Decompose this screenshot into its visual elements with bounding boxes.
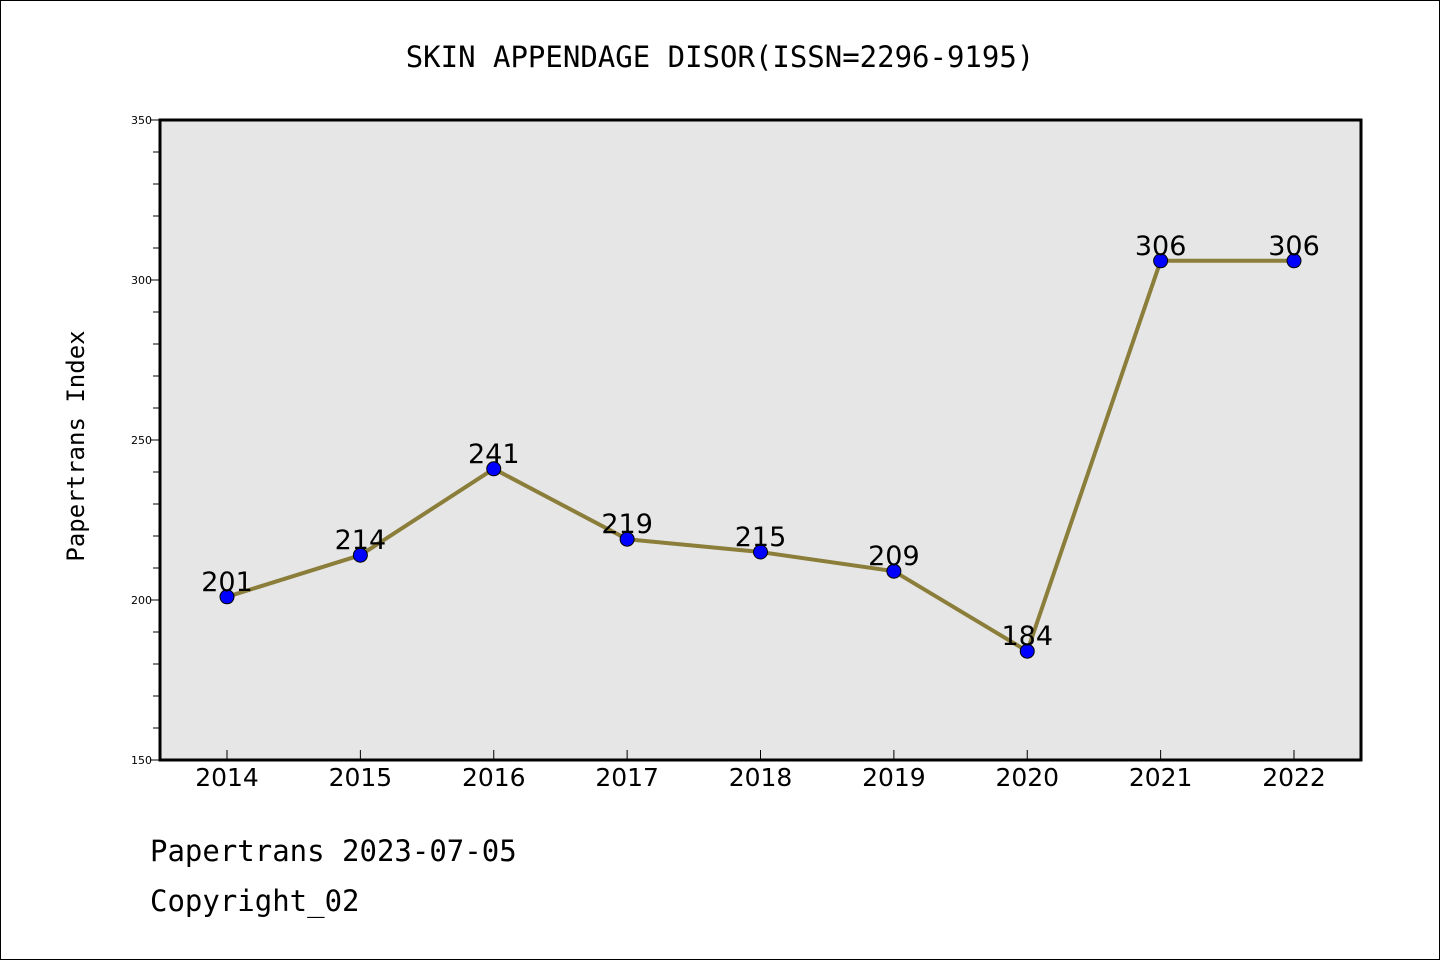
data-point: [1019, 643, 1035, 659]
data-label: 209: [868, 541, 920, 572]
data-label: 215: [735, 522, 787, 553]
x-tick-label: 2019: [862, 763, 926, 792]
y-tick-label: 200: [131, 594, 152, 607]
data-label: 306: [1268, 231, 1320, 262]
data-label: 184: [1001, 621, 1053, 652]
x-tick-label: 2022: [1262, 763, 1326, 792]
data-point: [1286, 253, 1302, 269]
data-point: [886, 563, 902, 579]
x-axis: 2014 2015 2016 2017 2018 2019 2020 2021 2022: [195, 750, 1326, 792]
data-point: [486, 461, 502, 477]
data-point: [219, 589, 235, 605]
x-tick-label: 2018: [729, 763, 793, 792]
data-label: 219: [601, 509, 653, 540]
x-tick-label: 2014: [195, 763, 259, 792]
y-tick-label: 350: [131, 114, 152, 127]
data-label: 241: [468, 439, 520, 470]
x-tick-label: 2020: [995, 763, 1059, 792]
y-tick-label: 300: [131, 274, 152, 287]
data-label: 306: [1135, 231, 1187, 262]
y-axis: 150 200 250 300 350: [131, 114, 160, 767]
plot-area: [158, 118, 1363, 762]
footer-date: Papertrans 2023-07-05: [150, 834, 517, 868]
x-tick-label: 2021: [1129, 763, 1193, 792]
x-tick-label: 2017: [595, 763, 659, 792]
series-group: 201 214 241 219 215 209 184 306 306: [201, 231, 1320, 659]
data-point: [1153, 253, 1169, 269]
chart-title: SKIN APPENDAGE DISOR(ISSN=2296-9195): [406, 40, 1035, 74]
data-label: 201: [201, 567, 253, 598]
footer-copyright: Copyright_02: [150, 884, 360, 918]
x-tick-label: 2015: [329, 763, 393, 792]
y-tick-label: 150: [131, 754, 152, 767]
data-point: [352, 547, 368, 563]
data-label: 214: [335, 525, 387, 556]
x-tick-label: 2016: [462, 763, 526, 792]
data-point: [753, 544, 768, 560]
data-point: [619, 531, 635, 547]
y-tick-label: 250: [131, 434, 152, 447]
y-axis-label: Papertrans Index: [62, 330, 90, 561]
